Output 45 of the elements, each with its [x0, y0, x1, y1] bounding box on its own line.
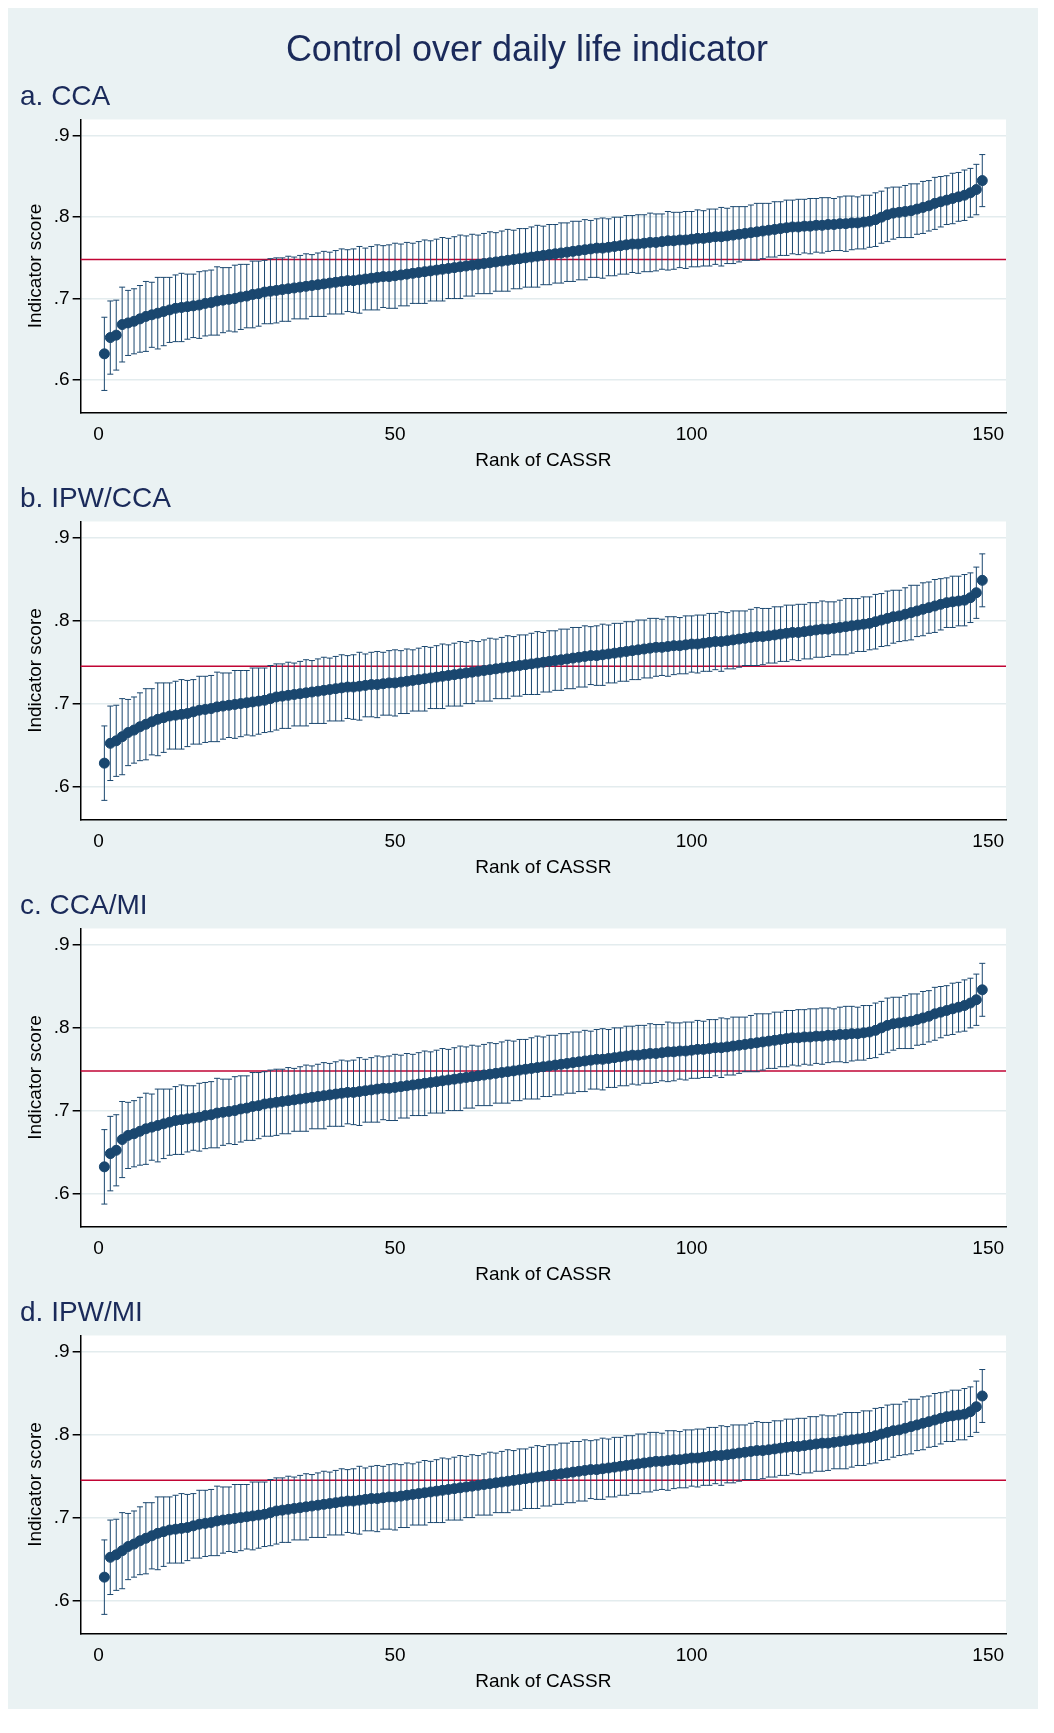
y-tick-label: .7 [53, 286, 70, 308]
x-tick-label: 150 [972, 1237, 1005, 1259]
y-tick-label: .6 [53, 1588, 70, 1610]
y-tick-label: .9 [53, 933, 70, 955]
y-tick-label: .7 [53, 1098, 70, 1120]
chart-subtitle: d. IPW/MI [20, 1295, 143, 1327]
x-tick-label: 150 [972, 423, 1005, 445]
x-axis-title: Rank of CASSR [475, 855, 612, 877]
y-tick-label: .7 [53, 691, 70, 713]
x-tick-label: 0 [93, 1644, 104, 1666]
x-axis-title: Rank of CASSR [475, 448, 612, 470]
x-tick-label: 50 [384, 1237, 406, 1259]
y-tick-label: .8 [53, 1423, 70, 1445]
x-axis-title: Rank of CASSR [475, 1262, 612, 1284]
y-axis-title: Indicator score [23, 608, 45, 733]
x-tick-label: 0 [93, 830, 104, 852]
x-tick-label: 0 [93, 1237, 104, 1259]
y-tick-label: .7 [53, 1505, 70, 1527]
x-tick-label: 50 [384, 1644, 406, 1666]
chart-title: Control over daily life indicator [284, 27, 770, 71]
x-tick-label: 100 [675, 423, 708, 445]
y-axis-title: Indicator score [23, 1015, 45, 1140]
y-tick-label: .6 [53, 1181, 70, 1203]
y-tick-label: .9 [53, 124, 70, 146]
x-tick-label: 100 [675, 1644, 708, 1666]
y-axis-title: Indicator score [23, 203, 45, 329]
chart-subtitle: c. CCA/MI [20, 888, 148, 920]
y-axis-title: Indicator score [23, 1422, 45, 1547]
y-tick-label: .8 [53, 609, 70, 631]
y-tick-label: .8 [53, 205, 70, 227]
chart-subtitle: a. CCA [20, 79, 111, 111]
x-tick-label: 100 [675, 830, 708, 852]
y-tick-label: .6 [53, 774, 70, 796]
y-tick-label: .6 [53, 368, 70, 390]
x-tick-label: 0 [93, 423, 104, 445]
y-tick-label: .8 [53, 1016, 70, 1038]
x-tick-label: 150 [972, 830, 1005, 852]
y-tick-label: .9 [53, 1340, 70, 1362]
x-tick-label: 100 [675, 1237, 708, 1259]
x-tick-label: 50 [384, 830, 406, 852]
y-tick-label: .9 [53, 526, 70, 548]
x-tick-label: 150 [972, 1644, 1005, 1666]
chart-subtitle: b. IPW/CCA [20, 481, 172, 513]
x-axis-title: Rank of CASSR [475, 1669, 612, 1691]
x-tick-label: 50 [384, 423, 406, 445]
